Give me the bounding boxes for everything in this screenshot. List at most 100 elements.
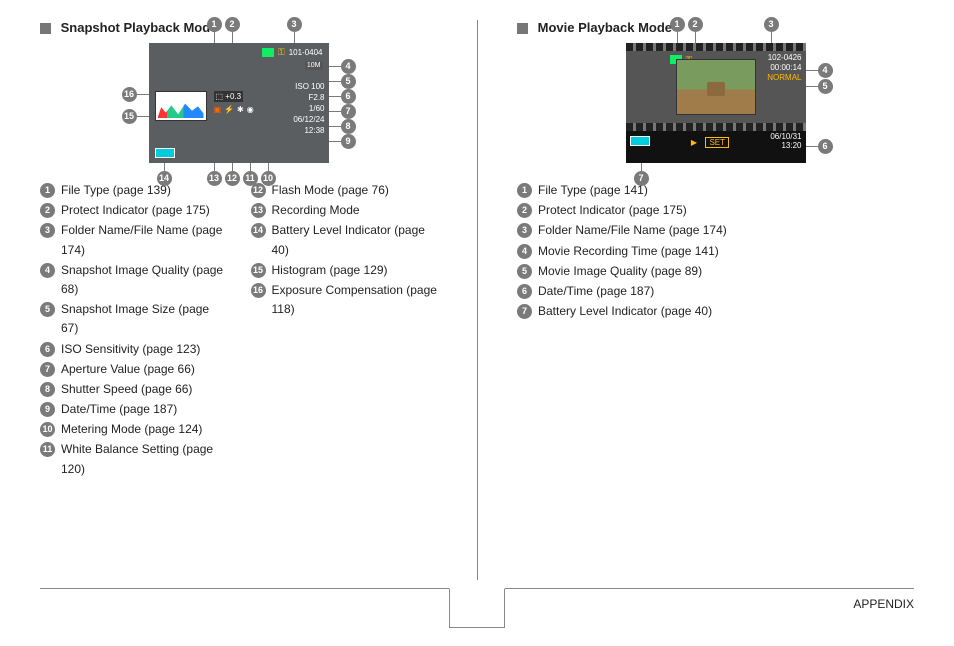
legend-number: 7 <box>40 362 55 377</box>
film-datetime: 06/10/31 13:20 <box>770 132 801 150</box>
film-strip-icon <box>626 123 806 131</box>
leader <box>806 86 818 87</box>
legend-number: 2 <box>40 203 55 218</box>
appendix-label: APPENDIX <box>853 597 914 611</box>
right-heading: Movie Playback Mode <box>517 20 914 35</box>
legend-text: Battery Level Indicator (page 40) <box>538 302 914 321</box>
ev-value: ⬚ +0.3 <box>214 91 244 102</box>
film-photo <box>676 59 756 115</box>
legend-text: Date/Time (page 187) <box>538 282 914 301</box>
callout-3: 3 <box>287 17 302 32</box>
deer-icon <box>707 82 725 96</box>
legend-number: 11 <box>40 442 55 457</box>
leader <box>806 70 818 71</box>
callout-r6: 6 <box>818 139 833 154</box>
legend-text: Exposure Compensation (page 118) <box>272 281 438 319</box>
file-type-icon <box>262 48 274 57</box>
callout-r7: 7 <box>634 171 649 186</box>
right-legend: 1File Type (page 141)2Protect Indicator … <box>517 181 914 322</box>
legend-item: 2 Protect Indicator (page 175) <box>517 201 914 220</box>
right-column: Movie Playback Mode 1 2 3 4 5 6 7 <box>477 20 954 588</box>
left-legend-col-b: 12Flash Mode (page 76)13Recording Mode14… <box>251 181 438 480</box>
left-legend-col-a: 1 File Type (page 139) 2 Protect Indicator … <box>40 181 227 480</box>
date-value: 06/12/24 <box>293 114 324 125</box>
leader <box>329 111 341 112</box>
lcd-screen: ⚿ 101-0404 10M ⬚ +0.3 ▣ ⚡ ✱ ◉ ISO 100 F2… <box>149 43 329 163</box>
legend-item: 12Flash Mode (page 76) <box>251 181 438 200</box>
right-diagram: 1 2 3 4 5 6 7 ⚿ <box>626 43 806 163</box>
callout-15: 15 <box>122 109 137 124</box>
flash-icon: ⚡ <box>224 105 234 114</box>
left-diagram-wrap: 1 2 3 4 5 6 7 8 9 16 <box>40 43 437 163</box>
legend-item: 8Shutter Speed (page 66) <box>40 380 227 399</box>
legend-number: 16 <box>251 283 266 298</box>
callout-11: 11 <box>243 171 258 186</box>
legend-number: 4 <box>517 244 532 259</box>
iso-value: ISO 100 <box>293 81 324 92</box>
film-folder-file: 102-0426 <box>767 53 801 63</box>
legend-text: Snapshot Image Quality (page 68) <box>61 261 227 299</box>
legend-text: Histogram (page 129) <box>272 261 438 280</box>
legend-number: 15 <box>251 263 266 278</box>
legend-item: 7Aperture Value (page 66) <box>40 360 227 379</box>
legend-text: Battery Level Indicator (page 40) <box>272 221 438 259</box>
callout-13: 13 <box>207 171 222 186</box>
set-label: SET <box>705 137 729 148</box>
film-date: 06/10/31 <box>770 132 801 141</box>
square-bullet-icon <box>40 23 51 34</box>
callout-16: 16 <box>122 87 137 102</box>
left-title: Snapshot Playback Mode <box>61 20 218 35</box>
legend-text: Metering Mode (page 124) <box>61 420 227 439</box>
legend-text: Folder Name/File Name (page 174) <box>61 221 227 259</box>
wb-icon: ✱ <box>237 105 244 114</box>
legend-text: Protect Indicator (page 175) <box>61 201 227 220</box>
page-number-box <box>449 588 505 628</box>
time-value: 12:38 <box>293 125 324 136</box>
callout-4: 4 <box>341 59 356 74</box>
film-bottom: ▶ SET 06/10/31 13:20 <box>626 131 806 151</box>
legend-text: White Balance Setting (page 120) <box>61 440 227 478</box>
callout-10: 10 <box>261 171 276 186</box>
legend-text: Snapshot Image Size (page 67) <box>61 300 227 338</box>
legend-number: 3 <box>517 223 532 238</box>
metering-icon: ◉ <box>247 105 254 114</box>
left-legend: 1 File Type (page 139) 2 Protect Indicator … <box>40 181 437 480</box>
film-screen: ⚿ 102-0426 00:00:14 NORMAL <box>626 43 806 163</box>
legend-item: 10Metering Mode (page 124) <box>40 420 227 439</box>
right-legend-col: 1File Type (page 141)2Protect Indicator … <box>517 181 914 322</box>
callout-14: 14 <box>157 171 172 186</box>
legend-text: Protect Indicator (page 175) <box>538 201 914 220</box>
legend-text: Folder Name/File Name (page 174) <box>538 221 914 240</box>
leader <box>329 126 341 127</box>
square-bullet-icon <box>517 23 528 34</box>
leader <box>329 96 341 97</box>
legend-text: ISO Sensitivity (page 123) <box>61 340 227 359</box>
callout-r3: 3 <box>764 17 779 32</box>
legend-item: 6ISO Sensitivity (page 123) <box>40 340 227 359</box>
shutter-value: 1/60 <box>293 103 324 114</box>
leader <box>806 146 818 147</box>
battery-icon <box>630 136 650 146</box>
protect-key-icon: ⚿ <box>278 47 285 58</box>
legend-number: 2 <box>517 203 532 218</box>
legend-text: File Type (page 141) <box>538 181 914 200</box>
battery-icon <box>155 148 175 158</box>
footer: APPENDIX <box>40 588 914 646</box>
folder-file-name: 101-0404 <box>289 48 323 57</box>
legend-item: 2 Protect Indicator (page 175) <box>40 201 227 220</box>
film-quality: NORMAL <box>767 73 801 83</box>
legend-number: 13 <box>251 203 266 218</box>
histogram-icon <box>155 91 207 121</box>
legend-number: 5 <box>40 302 55 317</box>
right-diagram-wrap: 1 2 3 4 5 6 7 ⚿ <box>517 43 914 163</box>
legend-number: 3 <box>40 223 55 238</box>
aperture-value: F2.8 <box>293 92 324 103</box>
callout-5: 5 <box>341 74 356 89</box>
callout-12: 12 <box>225 171 240 186</box>
legend-item: 7Battery Level Indicator (page 40) <box>517 302 914 321</box>
legend-text: Recording Mode <box>272 201 438 220</box>
film-strip-icon <box>626 43 806 51</box>
legend-item: 1 File Type (page 139) <box>40 181 227 200</box>
legend-number: 1 <box>40 183 55 198</box>
legend-text: File Type (page 139) <box>61 181 227 200</box>
